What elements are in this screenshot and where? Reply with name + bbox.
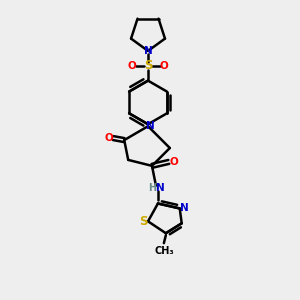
Text: S: S [139, 215, 147, 228]
Text: O: O [104, 133, 113, 143]
Text: N: N [155, 183, 164, 193]
Text: O: O [160, 61, 168, 71]
Text: N: N [144, 46, 152, 56]
Text: O: O [128, 61, 136, 71]
Text: H: H [148, 183, 156, 193]
Text: N: N [146, 121, 154, 131]
Text: CH₃: CH₃ [154, 246, 174, 256]
Text: O: O [169, 157, 178, 167]
Text: S: S [144, 59, 152, 72]
Text: N: N [180, 203, 189, 214]
